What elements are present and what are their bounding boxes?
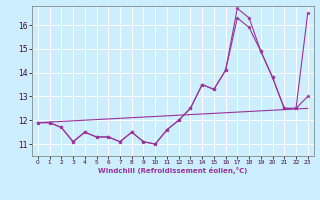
X-axis label: Windchill (Refroidissement éolien,°C): Windchill (Refroidissement éolien,°C) (98, 167, 247, 174)
